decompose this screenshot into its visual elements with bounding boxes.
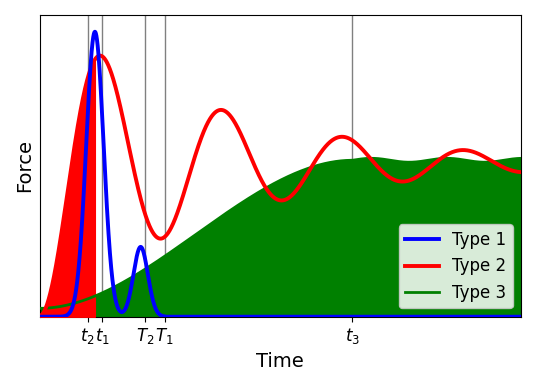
Type 3: [368, 156, 375, 161]
Type 1: [148, 291, 155, 296]
Type 1: [518, 315, 524, 319]
Line: Type 2: Type 2: [40, 56, 521, 316]
Type 1: [36, 315, 43, 319]
Type 1: [161, 315, 168, 319]
Type 1: [218, 315, 225, 319]
Type 3: [151, 261, 157, 266]
Legend: Type 1, Type 2, Type 3: Type 1, Type 2, Type 3: [399, 224, 512, 308]
Type 1: [252, 315, 259, 319]
Type 3: [514, 156, 520, 161]
Type 3: [36, 306, 43, 311]
Type 2: [518, 170, 524, 174]
Y-axis label: Force: Force: [15, 139, 34, 192]
Type 3: [252, 192, 258, 196]
Type 1: [151, 302, 157, 306]
Type 3: [148, 263, 154, 267]
Type 3: [518, 156, 524, 161]
Type 2: [97, 53, 103, 58]
Type 2: [36, 313, 43, 318]
Type 2: [514, 169, 520, 174]
Type 2: [153, 235, 160, 239]
Line: Type 1: Type 1: [40, 32, 521, 317]
Type 1: [153, 308, 160, 313]
Type 1: [514, 315, 520, 319]
Type 2: [148, 228, 155, 232]
Type 2: [218, 108, 224, 112]
Type 1: [92, 29, 98, 34]
Type 3: [218, 214, 224, 219]
Line: Type 3: Type 3: [40, 158, 521, 308]
X-axis label: Time: Time: [256, 352, 304, 371]
Type 3: [153, 259, 160, 264]
Type 2: [252, 165, 258, 170]
Type 2: [151, 232, 157, 237]
